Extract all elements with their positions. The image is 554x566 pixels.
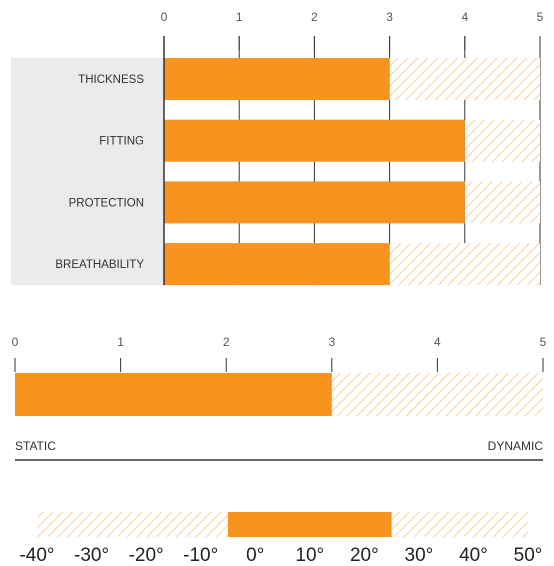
temperature-range-chart: -40° -30° -20° -10° 0° 10° 20° 30° 40° 50° [19, 512, 542, 566]
category-label: FITTING [99, 136, 144, 148]
bar-remainder [331, 373, 543, 416]
x-tick-label: -10° [183, 545, 218, 566]
bar [164, 181, 465, 224]
x-tick-label: -20° [129, 545, 164, 566]
x-tick-label: 4 [434, 335, 441, 349]
category-label: BREATHABILITY [55, 259, 144, 271]
x-tick-label: -30° [74, 545, 109, 566]
bar [164, 58, 390, 100]
x-tick-label: 30° [405, 545, 434, 566]
static-dynamic-bar-chart: 0 1 2 3 4 5 STATIC DYNAMIC [12, 335, 547, 461]
bar [164, 119, 465, 162]
x-tick-label: 0 [12, 335, 19, 349]
x-tick-label: 0 [161, 10, 168, 24]
x-tick-label: 1 [117, 335, 124, 349]
label-panel [11, 58, 164, 286]
x-tick-label: 3 [328, 335, 335, 349]
attribute-bar-chart: 0 1 2 3 4 5 THICKNESS FITTING PROTECTION BREATHAB… [11, 10, 544, 286]
x-tick-label: 4 [461, 10, 468, 24]
x-tick-label: 40° [459, 545, 488, 566]
x-tick-label: 10° [295, 545, 324, 566]
x-tick-label: 20° [350, 545, 379, 566]
category-label: THICKNESS [78, 74, 144, 86]
x-tick-label: 2 [311, 10, 318, 24]
category-label: PROTECTION [69, 197, 144, 209]
x-tick-label: 5 [537, 10, 544, 24]
range-bar [227, 512, 392, 537]
bar-remainder [389, 243, 540, 286]
static-label: STATIC [15, 439, 56, 453]
x-tick-label: 2 [223, 335, 230, 349]
bar-remainder [464, 181, 540, 224]
bar [164, 243, 390, 286]
bar-remainder [389, 58, 540, 100]
bar [15, 373, 332, 416]
x-tick-label: 1 [236, 10, 243, 24]
bar-remainder [464, 119, 540, 162]
dynamic-label: DYNAMIC [488, 439, 544, 453]
x-tick-label: -40° [19, 545, 54, 566]
x-tick-label: 50° [514, 545, 543, 566]
x-tick-label: 3 [386, 10, 393, 24]
x-tick-label: 5 [540, 335, 547, 349]
x-tick-label: 0° [246, 545, 264, 566]
